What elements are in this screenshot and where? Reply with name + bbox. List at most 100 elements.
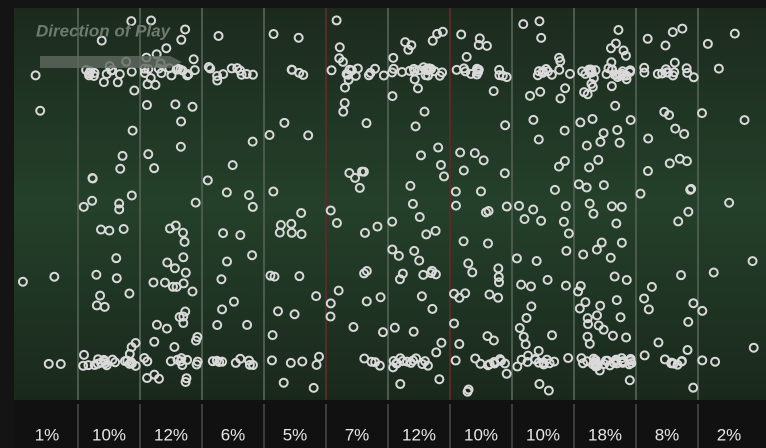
play-dot [414,212,425,223]
play-dot [148,277,159,288]
play-dot [624,375,635,386]
play-dot [96,35,107,46]
play-dot [78,201,89,212]
play-dot [325,311,336,322]
zone-label: 7% [345,425,370,444]
play-dot [598,180,609,191]
play-dot [331,217,342,228]
play-dot [344,64,355,75]
play-dot [612,124,623,135]
play-dot [688,382,699,393]
play-dot [579,87,590,98]
play-dot [652,68,663,79]
play-dot [560,201,571,212]
play-dot [228,296,239,307]
play-dot [247,201,258,212]
play-dot [114,198,125,209]
play-dot [563,228,574,239]
play-dot [480,207,491,218]
play-dot [142,373,153,384]
play-dot [683,316,694,327]
play-dot [416,291,427,302]
play-dot [165,356,176,367]
play-dot [697,108,708,119]
play-dot [624,67,635,78]
play-dot [584,162,595,173]
play-dot [516,279,527,290]
play-dot [536,215,547,226]
play-dot [574,303,585,314]
play-dot [410,121,421,132]
play-dot [530,354,541,365]
play-dot [586,78,597,89]
zone-label: 18% [588,425,622,444]
play-dot [521,312,532,323]
play-dot [141,100,152,111]
play-dot [243,190,254,201]
play-dot [473,64,484,75]
play-dot [167,281,178,292]
play-dot [142,79,153,90]
play-dot [175,141,186,152]
play-dot [84,68,95,79]
play-dot [554,52,565,63]
play-dot [124,358,135,369]
play-dot [475,358,486,369]
play-dot [591,244,602,255]
play-dot [227,160,238,171]
play-dot [458,165,469,176]
play-dot [112,77,123,88]
zone-label: 8% [655,425,680,444]
play-dot [469,148,480,159]
play-dot [580,68,591,79]
play-dot [427,265,438,276]
play-dot [216,274,227,285]
play-dot [639,293,650,304]
play-dot [126,16,137,27]
play-dot [625,115,636,126]
play-dot [110,357,121,368]
play-dot [242,319,253,330]
play-dot [17,276,28,287]
play-dot [621,274,632,285]
play-dot [296,208,307,219]
play-dot [180,24,191,35]
play-dot [369,63,380,74]
play-dot [563,353,574,364]
play-dot [407,198,418,209]
play-dot [483,238,494,249]
play-dot [520,339,531,350]
play-dot [412,83,423,94]
play-dot [205,63,216,74]
zone-label: 10% [92,425,126,444]
play-dot [488,335,499,346]
play-dot [618,45,629,56]
play-dot [235,65,246,76]
play-dot [683,206,694,217]
play-dot [117,150,128,161]
play-dot [334,53,345,64]
play-dot [555,93,566,104]
play-dot [172,354,183,365]
play-dot [670,123,681,134]
play-dot [462,386,473,397]
play-dot [489,357,500,368]
play-dot [697,355,708,366]
play-dot [470,353,481,364]
play-dot [439,171,450,182]
play-dot [139,353,150,364]
play-dot [668,70,679,81]
play-dot [235,353,246,364]
play-dot [543,385,554,396]
play-dot [226,63,237,74]
play-dot [526,301,537,312]
play-dot [433,142,444,153]
play-dot [595,300,606,311]
play-dot [49,271,60,282]
play-dot [635,188,646,199]
play-dot [582,313,593,324]
play-dot [354,182,365,193]
play-dot [558,216,569,227]
play-dot [575,280,586,291]
zone-label: 10% [464,425,498,444]
